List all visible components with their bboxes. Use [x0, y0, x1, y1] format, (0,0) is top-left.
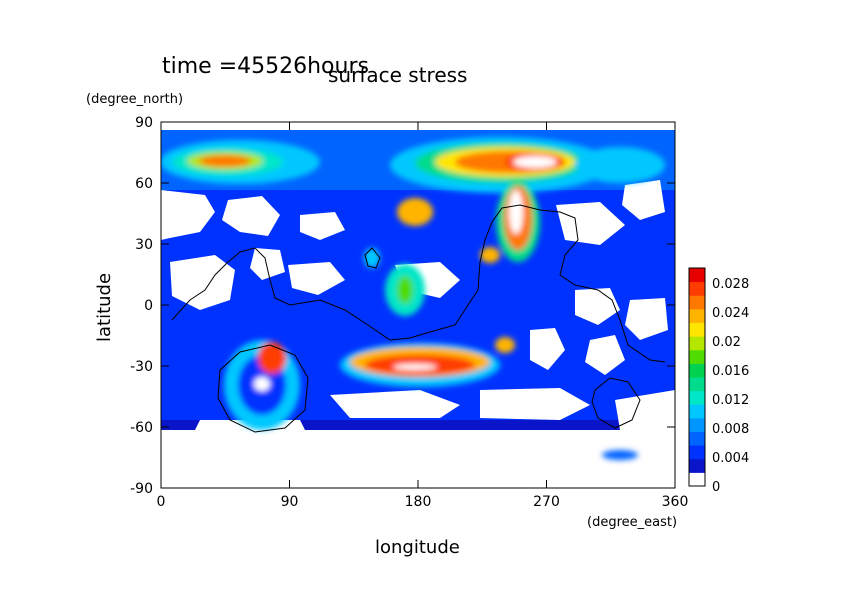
plot-area — [161, 122, 675, 488]
colorbar-swatch — [689, 377, 705, 392]
x-tick-label: 0 — [157, 494, 166, 510]
coastline — [591, 377, 641, 429]
colorbar: 0.028 0.024 0.02 0.016 0.012 0.008 0.004… — [688, 267, 749, 495]
level-patch — [397, 198, 433, 226]
x-unit-label: (degree_east) — [587, 515, 677, 530]
level-patch — [509, 190, 523, 234]
level-patch — [602, 450, 638, 460]
time-label: time =45526hours — [162, 54, 369, 79]
low-area — [615, 390, 675, 430]
y-tick-labels: 90 60 30 0 -30 -60 -90 — [130, 115, 153, 497]
axis-ticks — [160, 122, 676, 488]
low-area — [161, 190, 215, 240]
colorbar-label: 0.004 — [712, 451, 749, 466]
colorbar-swatch — [689, 445, 705, 460]
y-tick-label: 90 — [135, 115, 153, 131]
x-tick-labels: 0 90 180 270 360 — [157, 494, 689, 510]
stress-patches — [161, 137, 665, 460]
y-tick-label: 30 — [135, 237, 153, 253]
y-tick-label: -90 — [130, 481, 153, 497]
low-area — [250, 248, 285, 280]
y-tick-label: -30 — [130, 359, 153, 375]
level-patch — [480, 247, 500, 263]
low-area — [622, 180, 665, 220]
x-axis-label: longitude — [375, 537, 460, 558]
low-area — [556, 202, 625, 245]
colorbar-swatch — [689, 363, 705, 378]
colorbar-swatch — [689, 472, 705, 487]
low-area — [222, 196, 280, 236]
level-patch — [397, 276, 413, 304]
low-area — [330, 390, 460, 418]
colorbar-swatch — [689, 295, 705, 310]
colorbar-label: 0.02 — [712, 335, 741, 350]
y-tick-label: 60 — [135, 176, 153, 192]
level-patch — [254, 377, 270, 391]
level-patch — [258, 342, 286, 374]
colorbar-frame — [688, 267, 706, 487]
coastline — [171, 204, 666, 363]
level-patch — [575, 147, 665, 183]
colorbar-swatch — [689, 431, 705, 446]
low-area — [288, 262, 345, 295]
x-tick-label: 270 — [533, 494, 560, 510]
low-area — [161, 430, 675, 488]
y-axis-label: latitude — [94, 273, 115, 342]
colorbar-swatch — [689, 281, 705, 296]
colorbar-swatch — [689, 268, 705, 283]
low-area — [480, 388, 590, 420]
colorbar-label: 0.016 — [712, 364, 749, 379]
x-tick-label: 180 — [405, 494, 432, 510]
coastlines — [171, 204, 666, 433]
low-area — [300, 212, 345, 240]
colorbar-swatch — [689, 417, 705, 432]
colorbar-swatch — [689, 322, 705, 337]
y-unit-label: (degree_north) — [86, 92, 183, 107]
colorbar-swatches — [689, 268, 705, 487]
colorbar-label: 0 — [712, 480, 720, 495]
colorbar-labels: 0.028 0.024 0.02 0.016 0.012 0.008 0.004… — [712, 277, 749, 495]
y-tick-label: 0 — [144, 298, 153, 314]
colorbar-swatch — [689, 390, 705, 405]
level-patch — [199, 155, 251, 167]
coastline — [217, 344, 309, 433]
level-patch — [393, 364, 437, 370]
y-tick-label: -60 — [130, 420, 153, 436]
colorbar-label: 0.012 — [712, 393, 749, 408]
colorbar-swatch — [689, 336, 705, 351]
colorbar-label: 0.024 — [712, 306, 749, 321]
low-area — [625, 298, 668, 340]
coastline — [364, 247, 381, 269]
colorbar-swatch — [689, 308, 705, 323]
level-patch — [513, 156, 557, 168]
colorbar-swatch — [689, 404, 705, 419]
colorbar-swatch — [689, 349, 705, 364]
colorbar-label: 0.008 — [712, 422, 749, 437]
x-tick-label: 90 — [281, 494, 299, 510]
low-area — [170, 255, 235, 310]
colorbar-label: 0.028 — [712, 277, 749, 292]
chart-title: surface stress — [328, 63, 467, 87]
low-area — [585, 335, 625, 375]
colorbar-swatch — [689, 458, 705, 473]
x-tick-label: 360 — [662, 494, 689, 510]
low-area — [530, 328, 565, 370]
level-patch — [495, 337, 515, 353]
